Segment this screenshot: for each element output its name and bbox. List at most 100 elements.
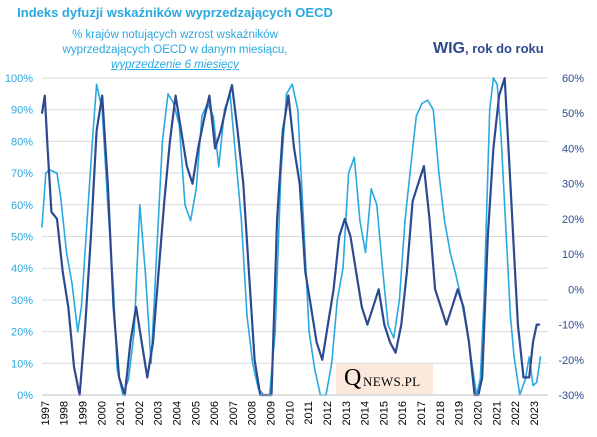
- wig-line-point: [522, 376, 525, 379]
- oecd-line-point: [80, 305, 83, 308]
- x-tick-label: 2010: [284, 401, 296, 425]
- left-chart-title: Indeks dyfuzji wskaźników wyprzedzającyc…: [17, 5, 333, 20]
- x-tick-label: 2022: [510, 401, 522, 425]
- oecd-line-point: [189, 219, 192, 222]
- oecd-line-point: [246, 314, 248, 317]
- wig-line-point: [338, 235, 341, 238]
- wig-line-point: [377, 288, 380, 291]
- x-tick-label: 2002: [134, 401, 146, 425]
- oecd-line-point: [155, 251, 158, 254]
- wig-line-point: [61, 270, 64, 273]
- oecd-line-point: [449, 251, 451, 254]
- oecd-line-point: [313, 368, 316, 371]
- wig-line-point: [219, 130, 222, 132]
- qnews-logo: Q NEWS.PL: [336, 364, 433, 394]
- x-tick-label: 2007: [228, 401, 240, 425]
- x-tick-label: 2017: [416, 401, 428, 425]
- wig-line-point: [528, 376, 530, 379]
- oecd-line-point: [438, 172, 440, 174]
- right-tick-label: -10%: [558, 320, 584, 332]
- left-y-axis: 0% 10% 20% 30% 40% 50% 60% 70% 80% 90% 100%: [5, 73, 33, 402]
- oecd-line-point: [336, 299, 339, 301]
- wig-line-point: [163, 200, 166, 203]
- oecd-line-point: [505, 242, 508, 244]
- wig-line-point: [276, 218, 278, 220]
- oecd-line-point: [127, 378, 130, 380]
- oecd-line-point: [161, 140, 164, 143]
- oecd-line-point: [291, 83, 293, 86]
- wig-line-point: [411, 200, 414, 203]
- oecd-line-point: [133, 330, 135, 333]
- wig-line-point: [503, 77, 506, 79]
- wig-line-point: [439, 306, 442, 308]
- wig-line-point: [349, 235, 352, 238]
- right-tick-label: 10%: [562, 249, 584, 261]
- wig-line-point: [225, 105, 228, 107]
- x-tick-label: 2023: [529, 401, 541, 425]
- wig-line-point: [112, 306, 115, 308]
- right-title-rest: , rok do roku: [465, 41, 544, 56]
- wig-line-point: [50, 211, 53, 213]
- right-y-axis: -30% -20% -10% 0% 10% 20% 30% 40% 50% 60%: [558, 73, 584, 402]
- oecd-line-point: [86, 219, 88, 222]
- wig-line-point: [152, 341, 154, 343]
- oecd-line-point: [535, 381, 538, 384]
- wig-line-point: [84, 323, 87, 326]
- left-subtitle-line-2: wyprzedzających OECD w danym miesiącu,: [62, 44, 288, 56]
- wig-line-point: [169, 140, 171, 143]
- x-tick-label: 2005: [190, 401, 202, 425]
- x-tick-label: 2004: [171, 401, 183, 425]
- oecd-line-point: [71, 283, 73, 285]
- x-tick-label: 2020: [472, 401, 484, 425]
- x-tick-label: 1999: [77, 401, 89, 425]
- x-tick-label: 2012: [322, 401, 334, 425]
- left-tick-label: 40%: [11, 263, 33, 275]
- left-tick-label: 30%: [11, 295, 33, 307]
- wig-line-point: [492, 147, 495, 150]
- oecd-line-point: [376, 204, 378, 206]
- right-tick-label: 20%: [562, 214, 584, 226]
- grid: [42, 77, 548, 364]
- oecd-line-point: [455, 273, 457, 276]
- right-tick-label: 0%: [568, 284, 584, 296]
- wig-line-point: [157, 270, 160, 273]
- oecd-line-point: [404, 219, 406, 222]
- oecd-line-point: [539, 356, 542, 358]
- x-tick-label: 2013: [341, 401, 353, 425]
- left-tick-label: 100%: [5, 73, 33, 85]
- wig-line-point: [535, 323, 538, 326]
- oecd-line-point: [184, 204, 186, 206]
- x-tick-label: 2014: [360, 401, 372, 425]
- x-tick-label: 2021: [491, 401, 503, 425]
- oecd-line-point: [359, 219, 361, 222]
- oecd-line-point: [528, 356, 530, 358]
- left-tick-label: 70%: [11, 168, 33, 180]
- oecd-line-point: [488, 108, 491, 111]
- wig-line-point: [46, 147, 49, 150]
- oecd-line-point: [492, 77, 495, 79]
- right-chart-title: WIG, rok do roku: [433, 40, 544, 58]
- x-tick-label: 2006: [209, 401, 221, 425]
- logo-text: NEWS.PL: [363, 374, 421, 389]
- oecd-line-point: [274, 330, 277, 333]
- wig-line-point: [509, 182, 512, 185]
- oecd-line-point: [342, 267, 344, 270]
- oecd-line-point: [144, 273, 147, 276]
- wig-line-point: [214, 147, 216, 150]
- left-tick-label: 80%: [11, 136, 33, 148]
- wig-line-point: [383, 323, 386, 326]
- wig-line-point: [355, 270, 357, 273]
- wig-line-point: [462, 306, 465, 308]
- oecd-line-point: [195, 188, 198, 190]
- wig-line-point: [90, 235, 92, 238]
- wig-line-point: [180, 130, 182, 132]
- wig-line-point: [428, 218, 431, 220]
- wig-line-point: [231, 84, 233, 86]
- wig-line-point: [487, 235, 489, 238]
- x-tick-label: 2016: [397, 401, 409, 425]
- wig-line-point: [327, 323, 329, 326]
- wig-line-point: [304, 270, 307, 273]
- left-tick-label: 10%: [11, 358, 33, 370]
- oecd-line-point: [212, 115, 214, 117]
